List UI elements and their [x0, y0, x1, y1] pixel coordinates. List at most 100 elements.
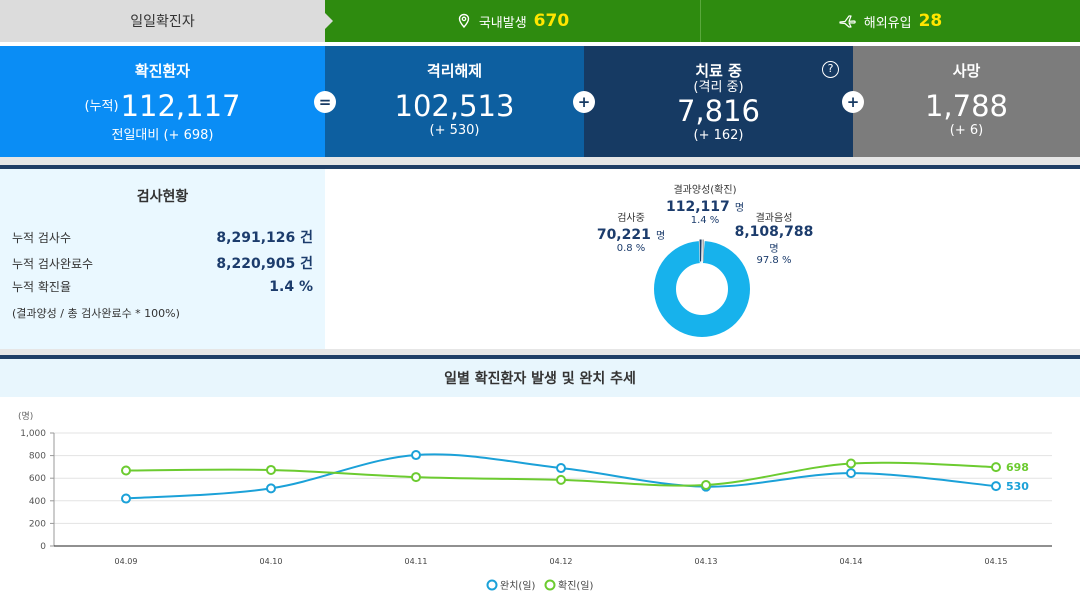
test-row: 누적 확진율 1.4 %	[12, 278, 313, 295]
summary-row: 확진환자 (누적)112,117 전일대비 (+ 698) 격리해제 102,5…	[0, 46, 1080, 157]
help-icon[interactable]: ?	[822, 61, 839, 78]
treating-title: 치료 중	[695, 62, 742, 80]
released-box: 격리해제 102,513 (+ 530)	[325, 46, 584, 157]
released-title: 격리해제	[426, 62, 483, 80]
test-row-label: 누적 검사완료수	[12, 257, 94, 271]
deaths-value: 1,788	[924, 89, 1009, 123]
donut-label-testing: 검사중 70,221 명 0.8 %	[591, 209, 671, 254]
data-point-released	[846, 468, 856, 479]
plus-icon: +	[573, 91, 595, 113]
end-value-label-confirmed: 698	[1006, 461, 1029, 474]
test-result-donut: 결과양성(확진) 112,117 명 1.4 % 검사중 70,221 명 0.…	[325, 169, 1080, 349]
data-point-confirmed	[411, 472, 421, 483]
y-tick-label: 800	[29, 452, 46, 462]
treating-subtitle: (격리 중)	[693, 80, 744, 95]
donut-chart	[654, 236, 750, 337]
y-tick-label: 200	[29, 519, 46, 529]
deaths-delta: (+ 6)	[949, 123, 984, 138]
overseas-count: 28	[918, 11, 943, 31]
testing-value: 70,221	[596, 227, 651, 243]
positive-label: 결과양성(확진)	[673, 185, 737, 196]
deaths-box: 사망 1,788 (+ 6)	[853, 46, 1080, 157]
negative-value: 8,108,788	[734, 224, 814, 240]
overseas-cases: 해외유입 28	[701, 0, 1080, 42]
section-divider	[0, 349, 1080, 355]
section-divider	[0, 157, 1080, 165]
y-tick-label: 600	[29, 474, 46, 484]
overseas-label: 해외유입	[863, 15, 912, 31]
x-tick-label: 04.11	[405, 557, 428, 566]
test-row-value: 8,291,126 건	[216, 230, 313, 246]
daily-confirmed-bar: 일일확진자 국내발생 670 해외유입 28	[0, 0, 1080, 42]
deaths-title: 사망	[952, 62, 981, 80]
y-tick-label: 400	[29, 497, 46, 507]
domestic-cases: 국내발생 670	[325, 0, 701, 42]
data-point-confirmed	[846, 458, 856, 469]
negative-pct: 97.8 %	[756, 255, 792, 266]
test-row: 누적 검사수 8,291,126 건	[12, 227, 313, 247]
daily-confirmed-label: 일일확진자	[0, 0, 333, 42]
test-row-value: 8,220,905 건	[216, 256, 313, 272]
testing-unit: 명	[655, 231, 666, 242]
section-divider-line	[0, 355, 1080, 359]
confirmed-delta: 전일대비 (+ 698)	[111, 128, 214, 143]
data-point-released	[121, 493, 131, 504]
legend-label-released: 완치(일)	[500, 580, 536, 592]
test-status-title: 검사현황	[136, 189, 189, 205]
donut-label-positive: 결과양성(확진) 112,117 명 1.4 %	[655, 181, 755, 226]
test-status-panel: 검사현황 누적 검사수 8,291,126 건 누적 검사완료수 8,220,9…	[0, 169, 325, 349]
test-row: 누적 검사완료수 8,220,905 건	[12, 253, 313, 273]
x-tick-label: 04.09	[115, 557, 138, 566]
released-value: 102,513	[394, 89, 515, 123]
data-point-confirmed	[121, 465, 131, 476]
confirmed-prefix: (누적)	[84, 99, 119, 114]
testing-pct: 0.8 %	[616, 243, 646, 254]
donut-negative-ring	[654, 241, 750, 337]
legend-marker-confirmed	[544, 579, 556, 591]
confirmed-box: 확진환자 (누적)112,117 전일대비 (+ 698)	[0, 46, 325, 157]
test-row-label: 누적 검사수	[12, 231, 72, 245]
x-tick-label: 04.12	[550, 557, 573, 566]
data-point-released	[556, 463, 566, 474]
data-point-confirmed	[556, 474, 566, 485]
domestic-label: 국내발생	[478, 15, 527, 31]
data-point-confirmed	[266, 464, 276, 475]
positive-value: 112,117	[665, 199, 730, 215]
test-rate-note: (결과양성 / 총 검사완료수 * 100%)	[12, 307, 180, 320]
y-tick-label: 1,000	[20, 429, 46, 439]
map-pin-icon	[458, 13, 470, 29]
trend-chart-title: 일별 확진환자 발생 및 완치 추세	[0, 359, 1080, 397]
airplane-icon	[839, 15, 856, 28]
donut-label-negative: 결과음성 8,108,788 명 97.8 %	[732, 209, 816, 266]
plus-icon: +	[842, 91, 864, 113]
test-row-value: 1.4 %	[269, 279, 313, 295]
negative-unit: 명	[769, 244, 779, 255]
trend-chart: (명) 0 200 400 600 800 1,000 04.09 04.10 04.11 04.1…	[0, 397, 1080, 610]
confirmed-value: 112,117	[120, 89, 241, 123]
data-point-confirmed	[701, 479, 711, 490]
confirmed-total: (누적)112,117	[0, 91, 325, 122]
confirmed-title: 확진환자	[134, 62, 191, 80]
positive-pct: 1.4 %	[690, 215, 720, 226]
released-delta: (+ 530)	[429, 123, 480, 138]
data-point-released	[266, 483, 276, 494]
negative-label: 결과음성	[755, 213, 793, 224]
data-point-released	[411, 450, 421, 461]
y-tick-label: 0	[40, 542, 46, 552]
treating-delta: (+ 162)	[693, 128, 744, 143]
testing-label: 검사중	[617, 213, 645, 224]
legend-marker-released	[486, 579, 498, 591]
x-tick-label: 04.10	[260, 557, 283, 566]
x-tick-label: 04.15	[985, 557, 1008, 566]
equals-icon: =	[314, 91, 336, 113]
end-value-label-released: 530	[1006, 480, 1029, 493]
treating-value: 7,816	[676, 94, 761, 128]
data-point-confirmed	[991, 462, 1001, 473]
data-point-released	[991, 481, 1001, 492]
treating-box: 치료 중 (격리 중) 7,816 (+ 162) ?	[584, 46, 853, 157]
x-tick-label: 04.13	[695, 557, 718, 566]
x-tick-label: 04.14	[840, 557, 863, 566]
test-row-label: 누적 확진율	[12, 280, 72, 294]
y-axis-label: (명)	[18, 411, 33, 422]
positive-unit: 명	[734, 203, 745, 214]
